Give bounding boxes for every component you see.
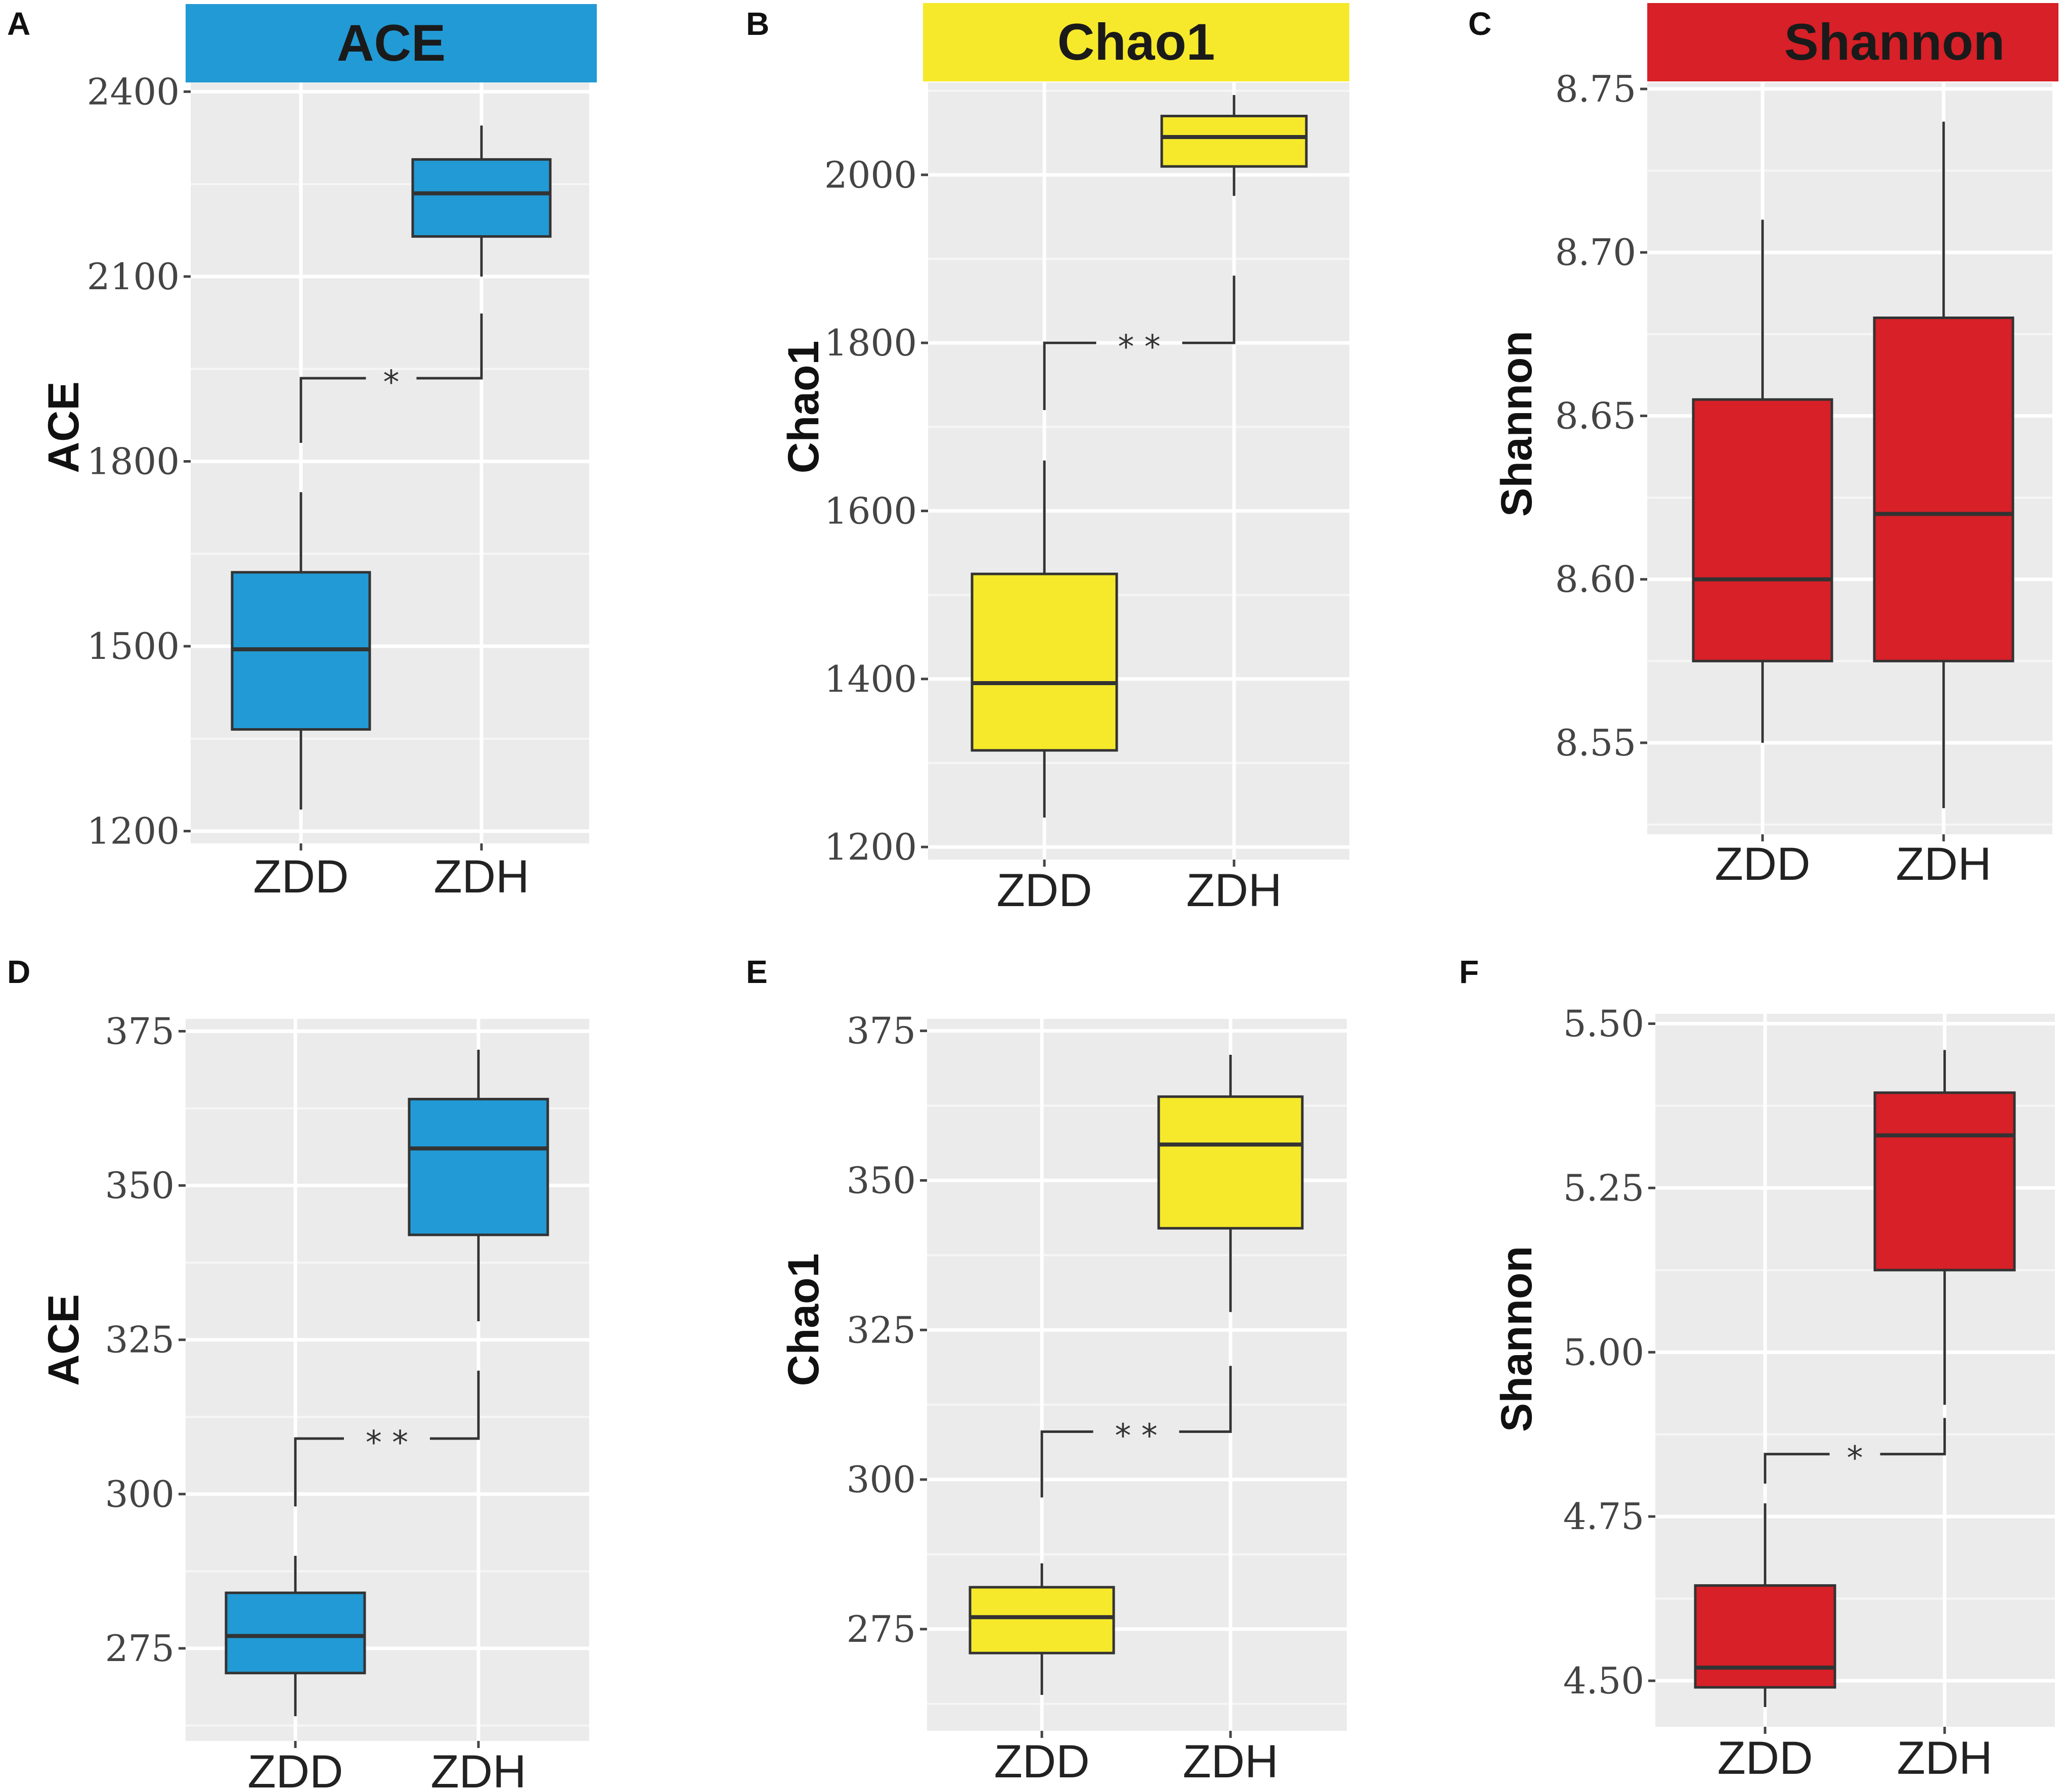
y-tick-label: 1600	[824, 489, 917, 532]
significance-label: * *	[1115, 1417, 1157, 1455]
panel-a-ace: 1200 1500 1800 2100 2400 * ZDD ZDH ACE	[39, 70, 589, 903]
y-axis-title: Chao1	[779, 1253, 828, 1386]
x-category-label-zdh: ZDH	[1182, 1736, 1278, 1787]
y-tick-label: 4.50	[1563, 1660, 1644, 1702]
y-axis-title: Shannon	[1492, 331, 1541, 517]
significance-label: *	[383, 364, 400, 401]
box-zdh	[1873, 316, 2014, 662]
x-category-label-zdd: ZDD	[1715, 838, 1810, 890]
y-tick-label: 1200	[824, 826, 917, 868]
y-tick-label: 1400	[824, 658, 917, 700]
y-tick-label: 275	[847, 1608, 916, 1650]
significance-bracket-left	[1764, 1453, 1830, 1484]
panel-b-chao1: 1200 1400 1600 1800 2000 * * ZDD ZDH Chao1	[779, 82, 1349, 916]
y-tick-label: 8.70	[1555, 231, 1636, 274]
significance-bracket-right	[1182, 276, 1236, 344]
box-zdh	[411, 158, 552, 238]
panel-letter-b: B	[746, 6, 770, 42]
box-zdd	[225, 1591, 366, 1675]
y-tick-label: 325	[847, 1309, 916, 1351]
y-tick-label: 5.00	[1563, 1331, 1644, 1373]
box-zdd	[1692, 398, 1833, 662]
y-tick-label: 8.65	[1555, 394, 1636, 437]
box-zdd	[969, 1586, 1115, 1654]
y-tick-label: 5.50	[1563, 1002, 1644, 1045]
strip-title-ace: ACE	[186, 4, 597, 82]
panel-letter-f: F	[1459, 954, 1479, 990]
significance-bracket-right	[430, 1370, 480, 1440]
x-category-label-zdd: ZDD	[1717, 1732, 1813, 1784]
significance-bracket-right	[1179, 1366, 1232, 1433]
significance-bracket-left	[294, 1437, 344, 1507]
panel-letter-e: E	[746, 954, 768, 990]
box-zdd	[1694, 1584, 1836, 1689]
y-tick-label: 375	[847, 1010, 916, 1052]
y-tick-label: 1200	[87, 810, 180, 853]
y-tick-label: 1500	[87, 625, 180, 667]
box-zdh	[408, 1098, 549, 1236]
x-category-label-zdh: ZDH	[1896, 838, 1991, 890]
significance-bracket-left	[299, 377, 366, 443]
significance-bracket-right	[416, 313, 483, 380]
x-category-label-zdh: ZDH	[433, 851, 529, 903]
significance-label: * *	[1118, 329, 1160, 366]
box-zdh	[1157, 1095, 1304, 1230]
y-tick-label: 350	[105, 1164, 174, 1207]
x-category-label-zdd: ZDD	[994, 1736, 1089, 1787]
y-tick-label: 2000	[824, 154, 917, 196]
x-category-label-zdd: ZDD	[253, 851, 348, 903]
panel-letter-a: A	[7, 6, 31, 42]
strip-title-chao1: Chao1	[923, 3, 1349, 81]
y-tick-label: 325	[105, 1319, 174, 1361]
significance-label: * *	[366, 1424, 408, 1462]
y-axis-title: Chao1	[779, 341, 828, 474]
y-tick-label: 300	[847, 1458, 916, 1501]
y-axis-title: Shannon	[1492, 1246, 1541, 1432]
y-tick-label: 300	[105, 1473, 174, 1515]
panel-c-shannon: 8.55 8.60 8.65 8.70 8.75 ZDD ZDH Shannon	[1492, 68, 2052, 890]
y-tick-label: 1800	[824, 322, 917, 364]
significance-bracket-left	[1040, 1430, 1093, 1498]
x-category-label-zdd: ZDD	[996, 865, 1092, 916]
significance-bracket-right	[1880, 1418, 1946, 1456]
x-category-label-zdh: ZDH	[430, 1746, 526, 1792]
panel-e-chao1: 275 300 325 350 375 * * ZDD ZDH Chao1	[779, 1010, 1347, 1787]
box-zdd	[971, 572, 1118, 752]
y-tick-label: 4.75	[1563, 1495, 1644, 1538]
panel-d-ace: 275 300 325 350 375 * * ZDD ZDH ACE	[39, 1010, 589, 1792]
y-tick-label: 2400	[87, 70, 180, 113]
y-tick-label: 8.55	[1555, 722, 1636, 764]
y-tick-label: 1800	[87, 440, 180, 482]
panel-letter-d: D	[7, 954, 31, 990]
y-tick-label: 8.75	[1555, 68, 1636, 110]
strip-title-shannon: Shannon	[1647, 3, 2058, 81]
significance-label: *	[1847, 1440, 1863, 1477]
x-category-label-zdh: ZDH	[1186, 865, 1282, 916]
panel-letter-c: C	[1468, 6, 1492, 42]
y-tick-label: 350	[847, 1159, 916, 1201]
x-category-label-zdd: ZDD	[247, 1746, 343, 1792]
box-zdh	[1160, 114, 1308, 168]
y-tick-label: 2100	[87, 255, 180, 298]
y-tick-label: 375	[105, 1010, 174, 1052]
y-axis-title: ACE	[39, 381, 88, 473]
y-tick-label: 5.25	[1563, 1167, 1644, 1209]
y-tick-label: 275	[105, 1627, 174, 1670]
x-category-label-zdh: ZDH	[1897, 1732, 1992, 1784]
y-axis-title: ACE	[39, 1294, 88, 1386]
significance-bracket-left	[1043, 341, 1096, 411]
box-zdh	[1873, 1091, 2016, 1272]
y-tick-label: 8.60	[1555, 558, 1636, 601]
